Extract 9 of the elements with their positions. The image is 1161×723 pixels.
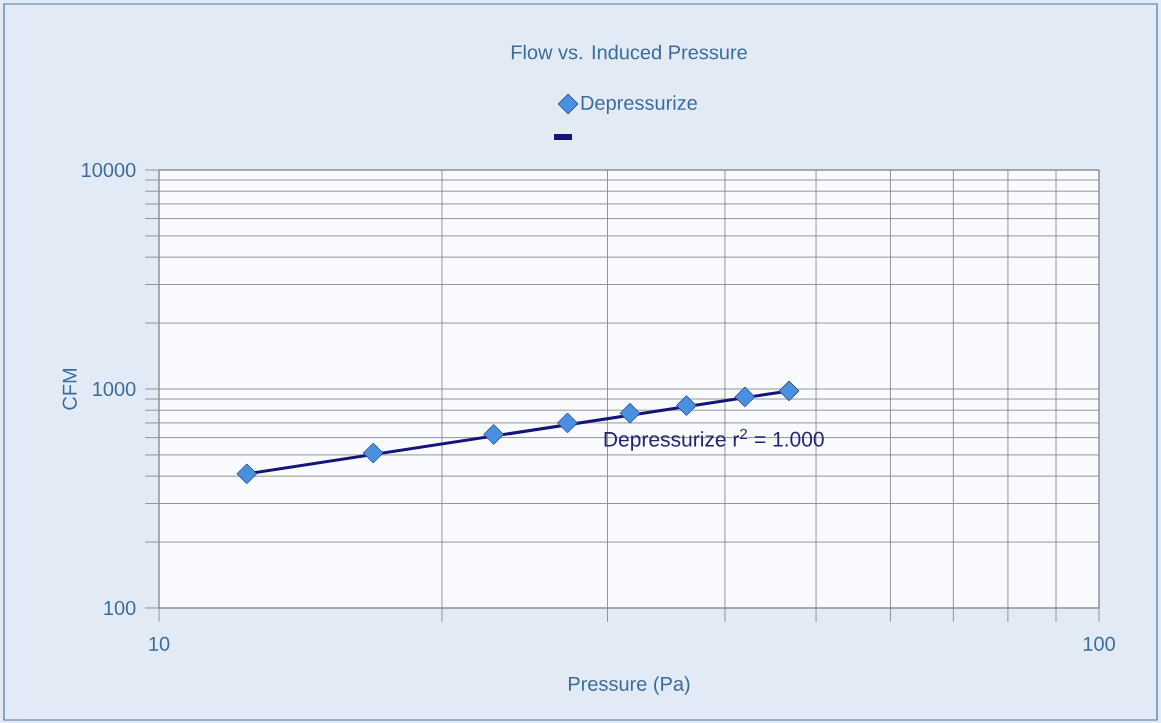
y-tick-label: 100 xyxy=(104,600,136,616)
x-tick-label: 10 xyxy=(149,636,170,651)
annotation: Depressurize r$^{2}$ = 1.000 xyxy=(604,428,824,451)
y-axis-title: CFM xyxy=(62,368,77,410)
y-tick-label: 1000 xyxy=(93,381,136,397)
x-axis-title: Pressure (Pa) xyxy=(568,676,690,695)
y-tick-label: 10000 xyxy=(82,162,136,178)
chart-title: Flow vs. Induced Pressure xyxy=(511,44,747,60)
legend-label: Depressurize xyxy=(581,95,697,114)
